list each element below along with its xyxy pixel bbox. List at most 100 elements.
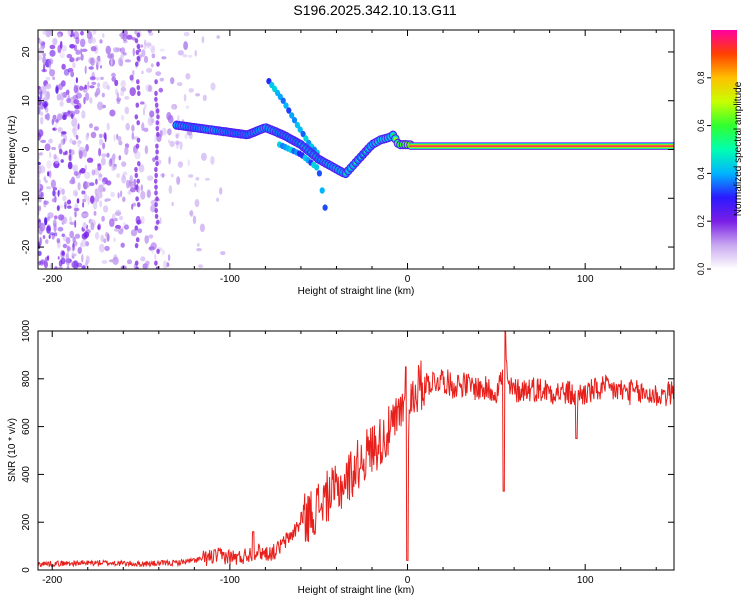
noise-speckle bbox=[167, 254, 171, 262]
noise-streak bbox=[134, 184, 138, 190]
noise-streak bbox=[153, 178, 158, 184]
noise-speckle bbox=[117, 136, 122, 142]
noise-speckle bbox=[219, 187, 223, 195]
noise-speckle bbox=[38, 161, 41, 166]
spectrogram-y-ticks: -20 -10 0 10 20 bbox=[21, 46, 674, 254]
noise-speckle bbox=[119, 216, 123, 221]
noise-speckle bbox=[144, 103, 147, 110]
noise-speckle bbox=[74, 104, 80, 109]
y-tick-label: 400 bbox=[21, 466, 32, 483]
noise-speckle bbox=[52, 127, 57, 131]
noise-speckle bbox=[133, 178, 137, 186]
noise-speckle bbox=[57, 226, 64, 232]
noise-speckle bbox=[138, 48, 141, 53]
noise-speckle bbox=[179, 141, 183, 150]
noise-speckle bbox=[197, 242, 200, 247]
noise-speckle bbox=[144, 235, 149, 244]
noise-speckle bbox=[42, 89, 47, 97]
noise-speckle bbox=[120, 80, 126, 89]
noise-speckle bbox=[71, 262, 75, 268]
noise-speckle bbox=[67, 199, 72, 205]
secondary-track-blob bbox=[303, 135, 309, 142]
noise-speckle bbox=[127, 183, 135, 188]
noise-speckle bbox=[59, 52, 66, 59]
noise-speckle bbox=[97, 225, 100, 230]
noise-speckle bbox=[72, 33, 75, 37]
noise-speckle bbox=[141, 49, 146, 57]
noise-speckle bbox=[81, 190, 86, 195]
noise-speckle bbox=[185, 73, 191, 80]
colorbar-tick-label: 0.6 bbox=[696, 119, 706, 132]
noise-speckle bbox=[53, 119, 60, 123]
noise-speckle bbox=[113, 134, 116, 142]
noise-speckle bbox=[114, 79, 119, 87]
noise-speckle bbox=[47, 255, 50, 261]
noise-speckle bbox=[57, 127, 64, 134]
noise-speckle bbox=[87, 196, 90, 205]
noise-streak bbox=[135, 61, 139, 67]
noise-speckle bbox=[42, 235, 46, 239]
noise-speckle bbox=[59, 148, 63, 155]
noise-speckle bbox=[81, 48, 88, 52]
noise-speckle bbox=[110, 58, 113, 66]
noise-streak bbox=[154, 260, 158, 266]
noise-speckle bbox=[61, 250, 65, 256]
noise-speckle bbox=[47, 58, 54, 65]
noise-speckle bbox=[98, 148, 102, 157]
noise-speckle bbox=[47, 216, 51, 221]
noise-speckle bbox=[140, 256, 146, 262]
x-tick-label: 0 bbox=[405, 575, 411, 586]
noise-speckle bbox=[134, 150, 141, 160]
noise-speckle bbox=[46, 225, 51, 234]
noise-speckle bbox=[89, 76, 96, 81]
noise-speckle bbox=[82, 222, 87, 229]
noise-streak bbox=[134, 243, 139, 249]
noise-speckle bbox=[85, 144, 89, 152]
noise-speckle bbox=[138, 164, 145, 173]
colorbar-tick-label: 0.4 bbox=[696, 167, 706, 180]
noise-speckle bbox=[120, 54, 124, 59]
noise-speckle bbox=[65, 252, 70, 262]
noise-speckle bbox=[90, 46, 97, 52]
noise-speckle bbox=[78, 170, 83, 173]
noise-speckle bbox=[166, 112, 172, 121]
noise-speckle bbox=[38, 165, 46, 174]
noise-speckle bbox=[51, 198, 57, 203]
noise-speckle bbox=[41, 69, 48, 73]
noise-speckle bbox=[140, 184, 143, 192]
noise-speckle bbox=[152, 157, 156, 162]
noise-speckle bbox=[167, 128, 172, 136]
noise-streak bbox=[137, 90, 141, 96]
noise-streak bbox=[155, 266, 160, 269]
noise-speckle bbox=[111, 72, 116, 78]
noise-speckle bbox=[69, 57, 75, 63]
secondary-track-blob bbox=[289, 112, 295, 119]
noise-speckle bbox=[143, 127, 149, 132]
noise-speckle bbox=[82, 148, 88, 158]
noise-speckle bbox=[75, 58, 79, 62]
noise-speckle bbox=[106, 122, 110, 131]
noise-speckle bbox=[42, 53, 46, 57]
noise-speckle bbox=[187, 159, 190, 167]
noise-speckle bbox=[158, 87, 164, 93]
noise-speckle bbox=[75, 191, 78, 197]
noise-speckle bbox=[60, 80, 66, 87]
noise-speckle bbox=[101, 259, 108, 264]
noise-speckle bbox=[74, 109, 80, 115]
noise-speckle bbox=[103, 205, 109, 213]
noise-speckle bbox=[80, 30, 84, 36]
noise-speckle bbox=[77, 247, 82, 254]
noise-speckle bbox=[112, 256, 119, 265]
noise-speckle bbox=[66, 53, 73, 59]
noise-speckle bbox=[175, 140, 180, 145]
noise-speckle bbox=[58, 260, 63, 267]
noise-speckle bbox=[98, 172, 103, 182]
colorbar-tick-label: 0.2 bbox=[696, 215, 706, 228]
noise-streak bbox=[136, 137, 141, 143]
x-tick-label: -200 bbox=[42, 274, 62, 285]
noise-streak bbox=[155, 120, 160, 126]
spectrogram-noise bbox=[38, 30, 226, 269]
noise-streak bbox=[136, 202, 141, 208]
noise-speckle bbox=[104, 245, 110, 252]
spectrogram-ridge bbox=[172, 120, 674, 179]
